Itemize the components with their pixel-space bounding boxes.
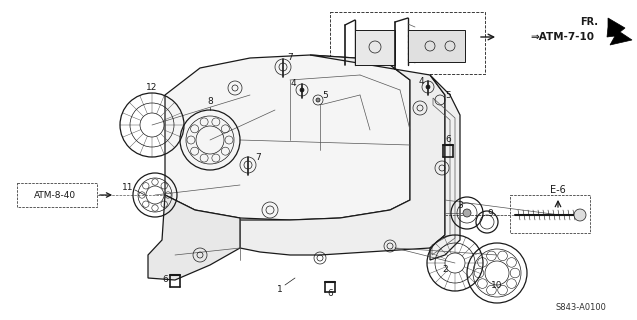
Text: 1: 1 xyxy=(277,285,283,294)
Ellipse shape xyxy=(331,177,399,243)
Ellipse shape xyxy=(322,169,408,251)
Text: 6: 6 xyxy=(162,276,168,284)
Text: E-6: E-6 xyxy=(550,185,566,195)
Polygon shape xyxy=(355,30,395,65)
Text: S843-A0100: S843-A0100 xyxy=(555,302,606,311)
Polygon shape xyxy=(240,55,445,255)
Circle shape xyxy=(300,88,304,92)
Polygon shape xyxy=(430,75,460,260)
Text: 9: 9 xyxy=(487,209,493,218)
Text: ATM-8-40: ATM-8-40 xyxy=(34,190,76,199)
Text: 5: 5 xyxy=(445,91,451,100)
Text: FR.: FR. xyxy=(580,17,598,27)
Polygon shape xyxy=(165,55,410,220)
Polygon shape xyxy=(148,195,240,280)
Text: 7: 7 xyxy=(255,154,261,163)
Text: 4: 4 xyxy=(418,77,424,86)
Text: 8: 8 xyxy=(207,98,213,107)
Ellipse shape xyxy=(303,93,378,166)
Text: 5: 5 xyxy=(322,92,328,100)
Text: 12: 12 xyxy=(147,83,158,92)
Text: 11: 11 xyxy=(122,182,134,191)
Circle shape xyxy=(426,85,430,89)
Text: ⇒ATM-7-10: ⇒ATM-7-10 xyxy=(530,32,594,42)
Ellipse shape xyxy=(315,106,365,154)
Polygon shape xyxy=(408,30,465,62)
Ellipse shape xyxy=(343,188,387,231)
Text: 2: 2 xyxy=(442,266,448,275)
Text: 10: 10 xyxy=(491,281,503,290)
Circle shape xyxy=(463,209,471,217)
Polygon shape xyxy=(607,18,632,45)
Text: 6: 6 xyxy=(445,135,451,145)
Circle shape xyxy=(574,209,586,221)
Circle shape xyxy=(316,98,320,102)
Text: 7: 7 xyxy=(287,53,293,62)
Text: 6: 6 xyxy=(327,289,333,298)
Text: 4: 4 xyxy=(290,79,296,89)
Text: 3: 3 xyxy=(457,202,463,211)
Ellipse shape xyxy=(295,86,385,174)
